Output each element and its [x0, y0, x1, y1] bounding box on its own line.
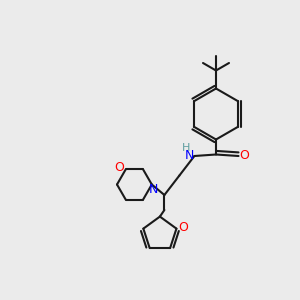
Text: O: O	[178, 220, 188, 234]
Text: O: O	[114, 161, 124, 174]
Text: N: N	[184, 149, 194, 162]
Text: O: O	[240, 149, 249, 163]
Text: H: H	[182, 143, 190, 153]
Text: N: N	[148, 183, 158, 196]
